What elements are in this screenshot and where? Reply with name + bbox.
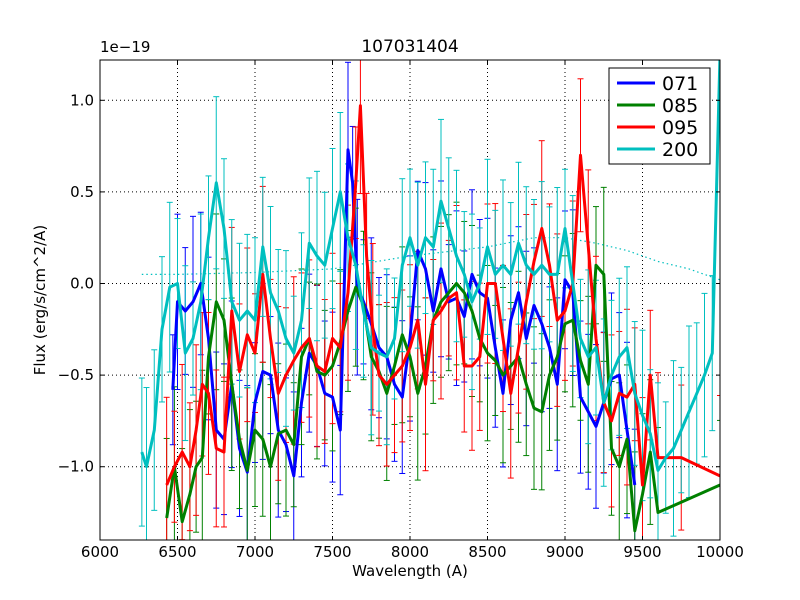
- y-tick-label: 1.0: [70, 91, 94, 109]
- axis-ticks: 6000 6500 7000 7500 8000 8500 9000 9500 10000 −1.…: [58, 60, 744, 561]
- error-bar-085: [717, 419, 720, 540]
- legend: 071 085 095 200: [608, 67, 711, 165]
- y-offset-text: 1e−19: [100, 38, 150, 56]
- x-tick-label: 10000: [696, 543, 744, 561]
- x-tick-label: 7000: [236, 543, 274, 561]
- y-tick-label: 0.5: [70, 183, 94, 201]
- x-tick-label: 6000: [81, 543, 119, 561]
- series-line-200: [140, 60, 720, 472]
- chart-title: 107031404: [361, 37, 458, 57]
- x-tick-label: 8500: [468, 543, 506, 561]
- y-tick-label: −1.0: [58, 458, 94, 476]
- series-line-085: [165, 263, 720, 533]
- series-lines: [140, 60, 720, 533]
- reference-line: [141, 237, 720, 281]
- y-axis-label: Flux (erg/s/cm^2/A): [31, 225, 49, 376]
- x-tick-label: 7500: [313, 543, 351, 561]
- y-tick-label: −0.5: [58, 366, 94, 384]
- legend-label-095: 095: [662, 117, 698, 139]
- x-tick-label: 6500: [158, 543, 196, 561]
- y-tick-label: 0.0: [70, 275, 94, 293]
- legend-label-071: 071: [662, 73, 698, 95]
- x-tick-label: 9500: [623, 543, 661, 561]
- series-line-095: [165, 104, 720, 487]
- legend-label-085: 085: [662, 95, 698, 117]
- x-tick-label: 8000: [391, 543, 429, 561]
- x-tick-label: 9000: [546, 543, 584, 561]
- legend-label-200: 200: [662, 139, 698, 161]
- x-axis-label: Wavelength (A): [352, 562, 468, 580]
- error-bar-200: [138, 377, 145, 527]
- error-bar-095: [717, 394, 720, 540]
